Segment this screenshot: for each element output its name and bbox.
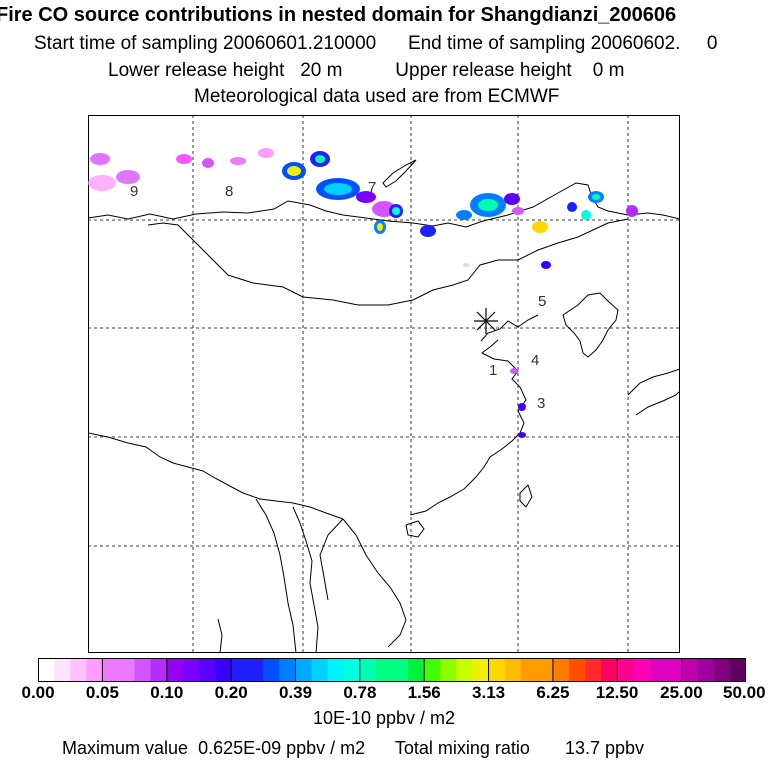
colorbar-tick-label: 0.05 [85,683,119,702]
colorbar-cell [86,658,103,682]
colorbar-cell [536,658,554,682]
sampling-end-suffix: 0 [706,33,718,54]
colorbar-cell [70,658,87,682]
colorbar-cell [585,658,602,682]
colorbar-cell [601,658,618,682]
colorbar-cell [569,658,586,682]
region-label: 4 [531,352,539,369]
colorbar-cell [38,658,55,682]
colorbar-cell [649,658,667,682]
colorbar-cell [295,658,313,682]
plot-title: Fire CO source contributions in nested d… [0,4,677,26]
colorbar-cell [456,658,473,682]
colorbar-cell [713,658,731,682]
colorbar-cell [472,658,490,682]
sampling-end-value: 20060602. [590,33,681,54]
colorbar-cell [102,658,119,682]
region-label: 1 [489,362,497,379]
colorbar-cell [118,658,136,682]
colorbar-cell [134,658,152,682]
concentration-plume [88,148,638,438]
colorbar-tick-label: 0.39 [278,683,313,702]
colorbar-tick-label: 0.00 [21,683,55,702]
coastlines-borders [88,159,680,653]
region-label: 8 [225,183,233,200]
colorbar-tick-label: 1.56 [407,683,441,702]
sampling-end-label: End time of sampling [407,33,586,54]
colorbar-cell [247,658,264,682]
upper-height-value: 0 m [592,60,625,81]
max-value: 0.625E-09 ppbv / m2 [198,738,366,758]
colorbar-cell [182,658,200,682]
sampling-start-value: 20060601.210000 [223,33,377,54]
colorbar-cell [166,658,184,682]
colorbar-cell [520,658,538,682]
colorbar-frame [38,658,746,682]
asterisk-station-icon [474,308,498,334]
region-label: 5 [538,293,546,310]
colorbar [38,658,746,682]
region-label: 7 [368,179,376,196]
colorbar-cell [633,658,650,682]
colorbar-tick-label: 50.00 [723,683,766,702]
colorbar-cell [488,658,506,682]
colorbar-cell [392,658,409,682]
colorbar-cell [424,658,441,682]
total-mixing-value: 13.7 ppbv [564,738,645,758]
colorbar-tick-label: 0.78 [343,683,377,702]
units-label: 10E-10 ppbv / m2 [312,708,456,728]
footer-line: Maximum value 0.625E-09 ppbv / m2 Total … [62,738,644,759]
colorbar-tick-label: 3.13 [472,683,506,702]
region-label: 3 [537,395,545,412]
colorbar-cell [552,658,570,682]
colorbar-tick-label: 25.00 [660,683,703,702]
colorbar-cell [343,658,361,682]
colorbar-tick-label: 12.50 [595,683,639,702]
colorbar-cell [504,658,522,682]
colorbar-cell [263,658,280,682]
max-value-label: Maximum value [62,738,189,758]
colorbar-cell [375,658,393,682]
colorbar-ticks: 0.00 0.05 0.10 0.20 0.39 0.78 1.56 3.13 6.25 12.5… [0,683,768,707]
colorbar-cell [198,658,216,682]
lower-height-label: Lower release height [108,60,285,81]
lower-height-value: 20 m [300,60,343,81]
colorbar-cell [279,658,296,682]
colorbar-cell [327,658,345,682]
colorbar-cell [697,658,715,682]
colorbar-cell [408,658,425,682]
colorbar-cell [729,658,746,682]
colorbar-cell [440,658,457,682]
release-heights-line: Lower release height 20 m Upper release … [108,60,768,82]
colorbar-cell [311,658,329,682]
colorbar-cell [54,658,71,682]
colorbar-cell [359,658,377,682]
colorbar-cell [617,658,634,682]
total-mixing-label: Total mixing ratio [394,738,530,758]
colorbar-tick-label: 0.20 [214,683,248,702]
colorbar-cell [150,658,168,682]
colorbar-cell [665,658,683,682]
map-panel: 1 3 4 5 7 8 9 [88,115,680,653]
colorbar-tick-label: 6.25 [536,683,570,702]
colorbar-cell [215,658,232,682]
region-label: 9 [130,183,138,200]
sampling-start-label: Start time of sampling [34,33,218,54]
met-data-line: Meteorological data used are from ECMWF [194,86,560,107]
colorbar-tick-label: 0.10 [150,683,184,702]
upper-height-label: Upper release height [395,60,572,81]
colorbar-cell [681,658,699,682]
colorbar-cell [231,658,248,682]
sampling-times-line: Start time of sampling 20060601.210000 E… [34,33,768,55]
